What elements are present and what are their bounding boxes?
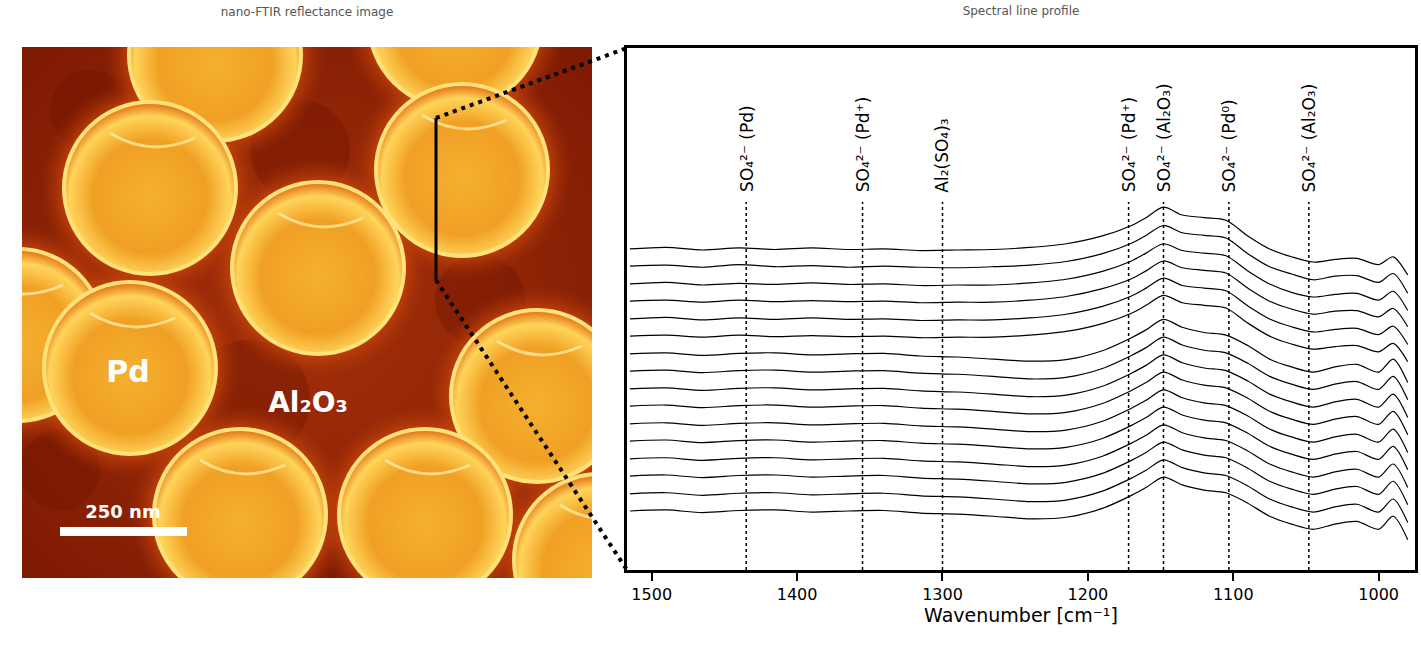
- svg-text:Al₂O₃: Al₂O₃: [268, 386, 348, 419]
- svg-text:1500: 1500: [631, 585, 672, 604]
- svg-text:250 nm: 250 nm: [85, 501, 160, 522]
- svg-text:nano-FTIR reflectance image: nano-FTIR reflectance image: [221, 5, 394, 19]
- svg-text:SO₄²⁻ (Pd): SO₄²⁻ (Pd): [737, 105, 757, 192]
- svg-text:1100: 1100: [1213, 585, 1254, 604]
- svg-text:Spectral line profile: Spectral line profile: [963, 4, 1080, 18]
- svg-text:Wavenumber [cm⁻¹]: Wavenumber [cm⁻¹]: [924, 604, 1118, 626]
- svg-text:1300: 1300: [922, 585, 963, 604]
- svg-text:SO₄²⁻ (Pd⁺): SO₄²⁻ (Pd⁺): [1119, 97, 1139, 192]
- svg-text:Pd: Pd: [106, 354, 149, 389]
- svg-text:1400: 1400: [777, 585, 818, 604]
- svg-text:1000: 1000: [1358, 585, 1399, 604]
- svg-text:1200: 1200: [1068, 585, 1109, 604]
- svg-text:Al₂(SO₄)₃: Al₂(SO₄)₃: [932, 118, 952, 192]
- svg-text:SO₄²⁻ (Al₂O₃): SO₄²⁻ (Al₂O₃): [1154, 83, 1174, 192]
- svg-text:SO₄²⁻ (Pd⁰): SO₄²⁻ (Pd⁰): [1219, 99, 1239, 192]
- svg-text:SO₄²⁻ (Al₂O₃): SO₄²⁻ (Al₂O₃): [1299, 84, 1319, 193]
- svg-text:SO₄²⁻ (Pd⁺): SO₄²⁻ (Pd⁺): [853, 97, 873, 192]
